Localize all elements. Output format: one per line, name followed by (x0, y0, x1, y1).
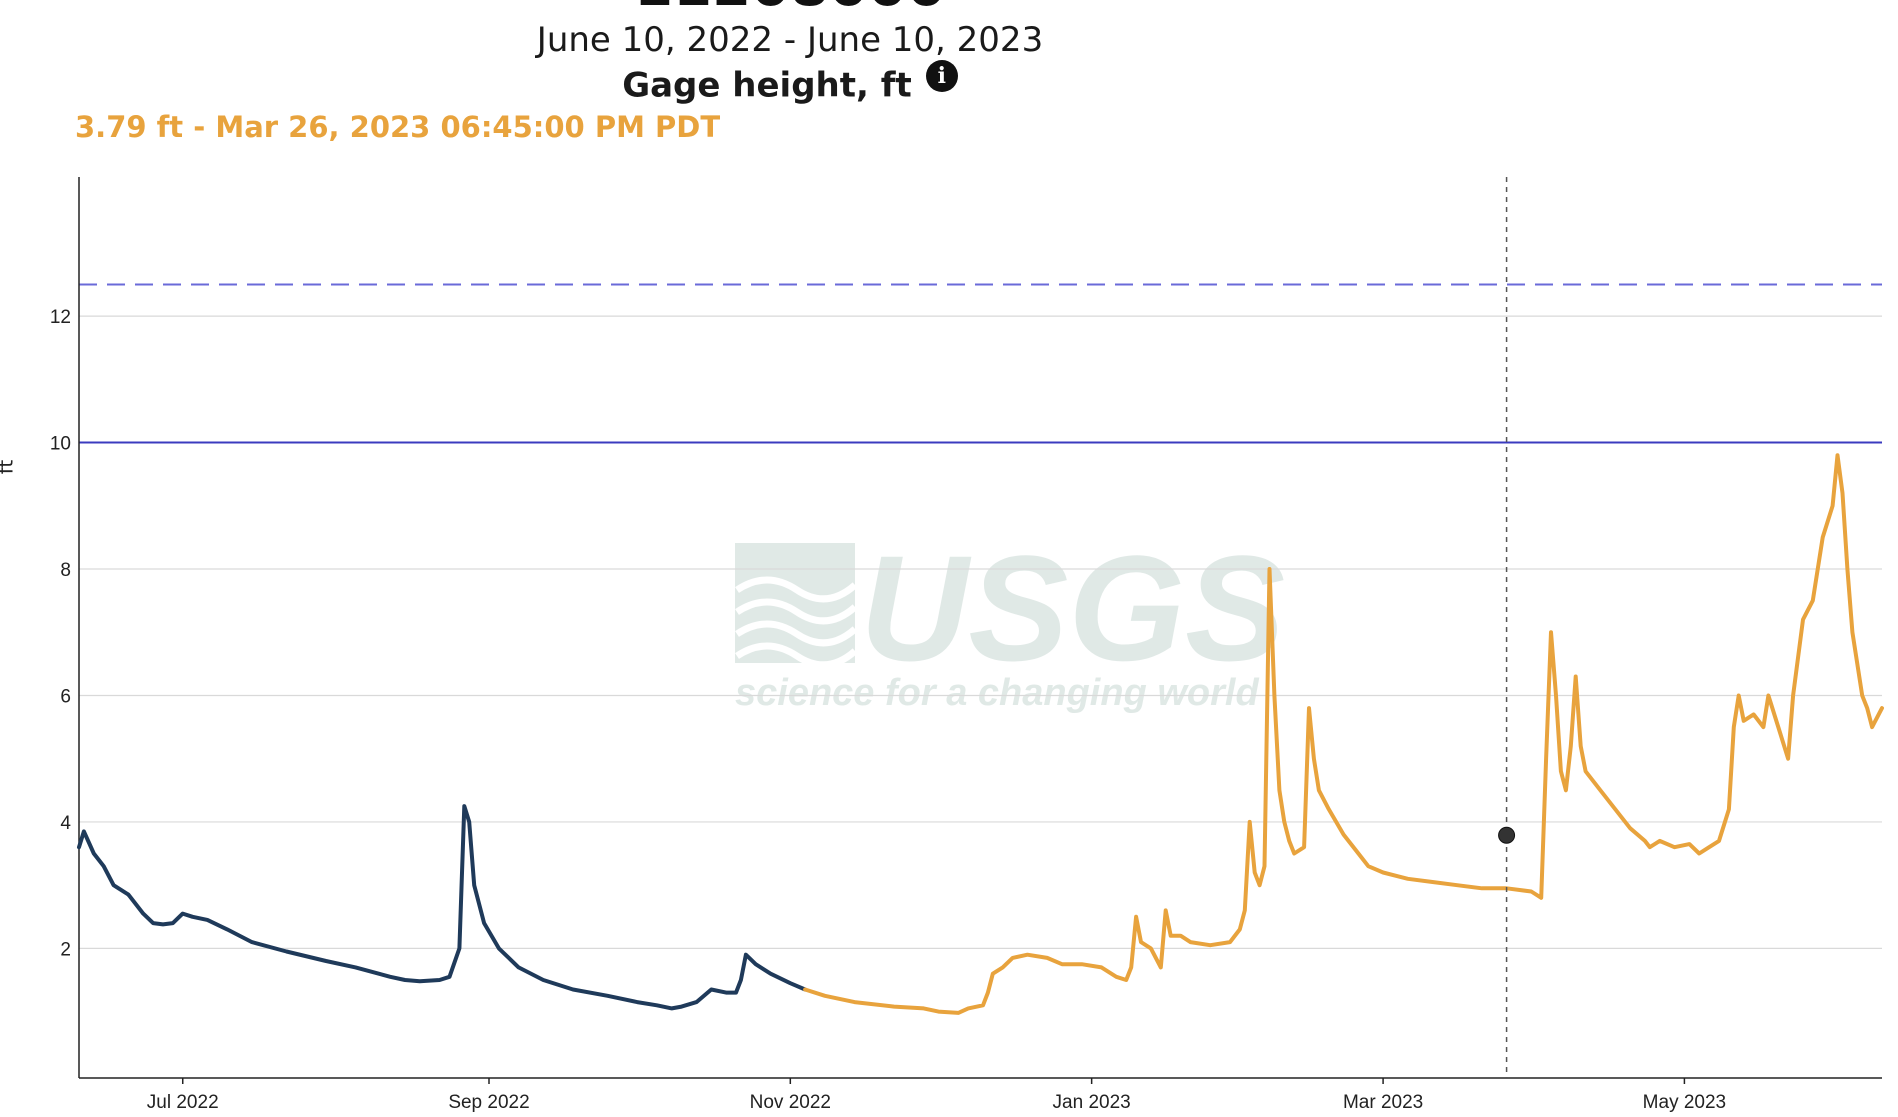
y-tick-label: 4 (60, 813, 71, 834)
tooltip-readout: 3.79 ft - Mar 26, 2023 06:45:00 PM PDT (75, 110, 721, 144)
series-line-approved (77, 804, 808, 1011)
series (77, 453, 1884, 1015)
usgs-watermark: USGS science for a changing world (735, 524, 1285, 714)
threshold-lines (79, 283, 1882, 444)
series-line-provisional (803, 453, 1884, 1015)
cursor (1498, 177, 1516, 1078)
y-tick-label: 6 (60, 686, 71, 707)
site-number: 11208000 (0, 0, 1580, 19)
usgs-logo-text: USGS (860, 524, 1285, 692)
x-tick-label: May 2023 (1643, 1092, 1726, 1113)
x-tick-label: Jul 2022 (147, 1092, 219, 1113)
x-tick-label: Jan 2023 (1053, 1092, 1131, 1113)
parameter-label: Gage height, ft (622, 65, 912, 106)
x-tick-label: Sep 2022 (448, 1092, 529, 1113)
x-tick-label: Nov 2022 (750, 1092, 831, 1113)
usgs-tagline: science for a changing world (735, 672, 1259, 714)
parameter-title: Gage height, ft i (0, 60, 1580, 106)
date-range: June 10, 2022 - June 10, 2023 (536, 20, 1044, 60)
y-tick-label: 2 (60, 939, 71, 960)
axes: 2 4 6 8 10 12 Jul 2022 Sep 2022 Nov 2022 Jan 2023… (50, 177, 1882, 1113)
cursor-point (1498, 826, 1516, 844)
usgs-wave-logo-icon (735, 543, 858, 669)
info-icon[interactable]: i (925, 60, 958, 92)
y-tick-label: 10 (50, 434, 71, 455)
y-tick-label: 12 (50, 307, 71, 328)
y-tick-label: 8 (60, 560, 71, 581)
x-tick-label: Mar 2023 (1343, 1092, 1423, 1113)
